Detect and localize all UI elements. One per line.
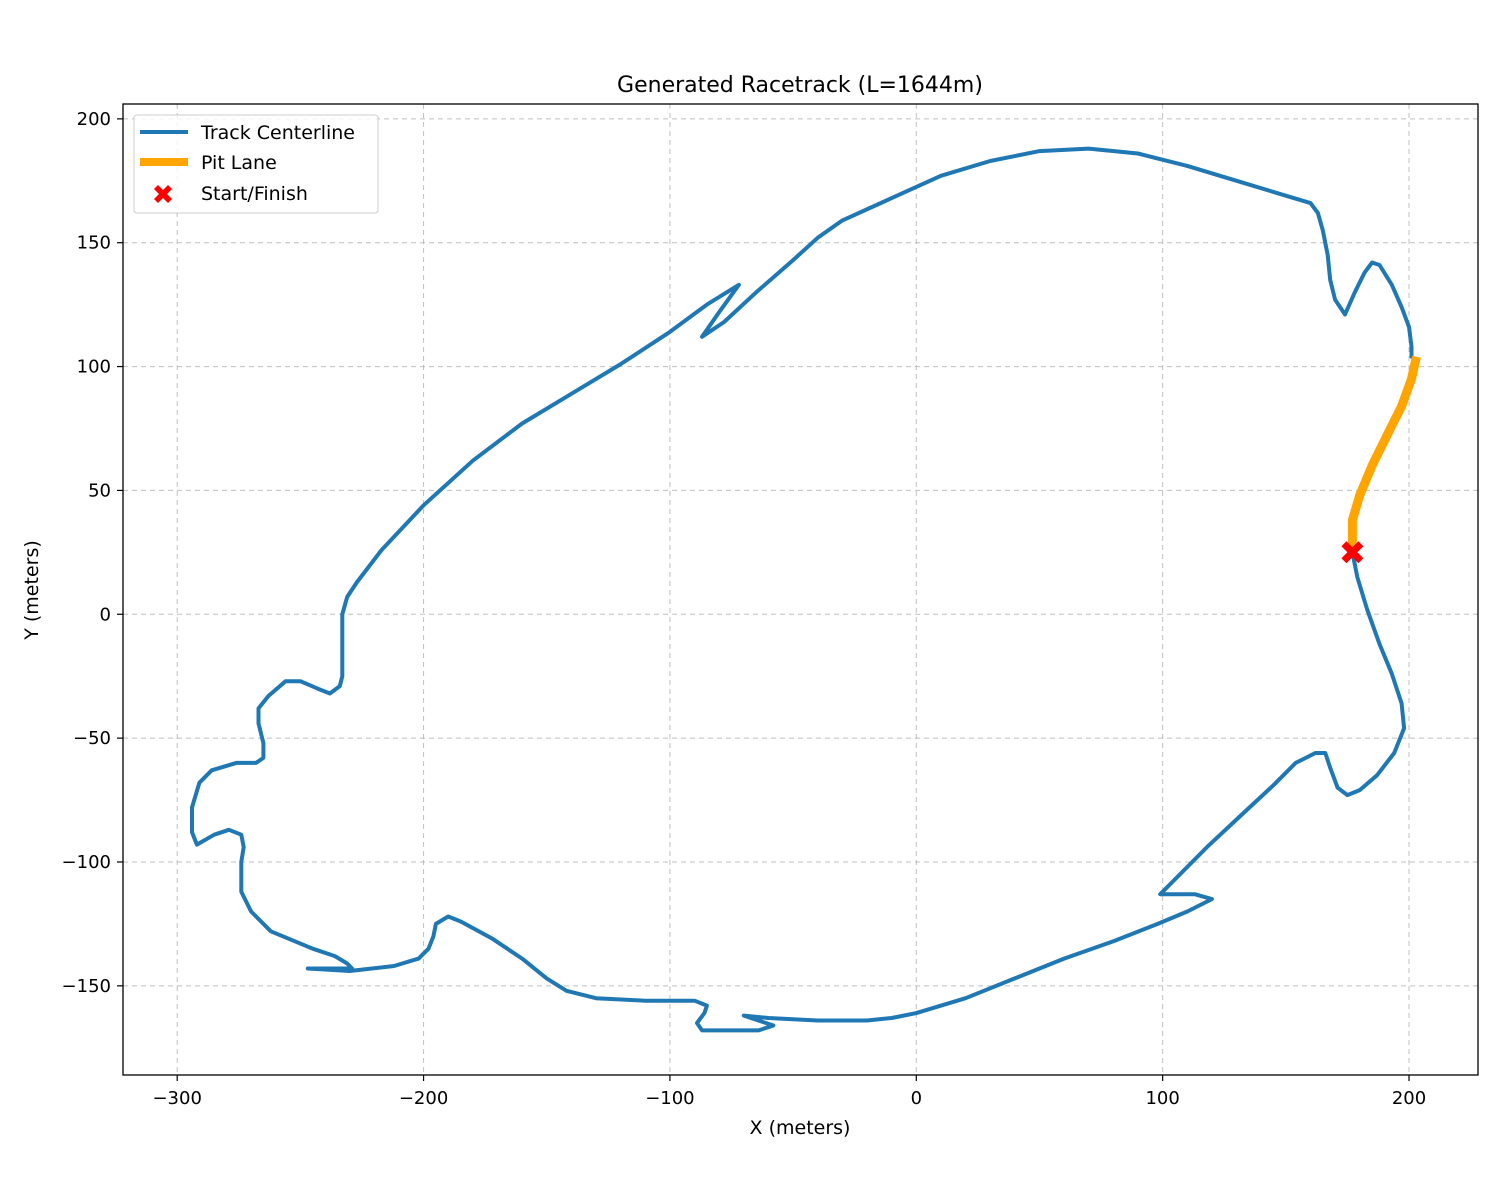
x-tick-label: 200 (1392, 1088, 1426, 1109)
legend-track-label: Track Centerline (200, 122, 355, 144)
y-tick-label: 200 (77, 109, 111, 130)
legend: Track Centerline Pit Lane Start/Finish (133, 114, 379, 214)
x-axis: −300 −200 −100 0 100 200 (152, 1075, 1426, 1109)
x-tick-label: 0 (911, 1088, 922, 1109)
y-axis: −150 −100 −50 0 50 100 150 200 (62, 109, 123, 997)
pit-lane-line (1347, 355, 1421, 553)
y-tick-label: 100 (77, 357, 111, 378)
y-tick-label: −150 (62, 976, 111, 997)
x-axis-label: X (meters) (750, 1117, 851, 1139)
track-centerline-line (190, 146, 1414, 1033)
x-tick-label: 100 (1145, 1088, 1179, 1109)
start-finish-marker (1341, 541, 1364, 564)
legend-start-label: Start/Finish (201, 183, 308, 205)
x-tick-label: −300 (152, 1088, 201, 1109)
x-tick-label: −200 (399, 1088, 448, 1109)
y-tick-label: −100 (62, 852, 111, 873)
y-tick-label: 50 (88, 480, 111, 501)
y-axis-label: Y (meters) (21, 540, 43, 641)
axes-frame (122, 103, 1479, 1076)
grid (123, 104, 1478, 1075)
y-tick-label: −50 (73, 728, 111, 749)
y-tick-label: 0 (100, 604, 111, 625)
legend-box (133, 114, 379, 214)
plot-area (190, 146, 1421, 1033)
x-tick-label: −100 (645, 1088, 694, 1109)
y-tick-label: 150 (77, 233, 111, 254)
legend-start-marker (154, 185, 172, 203)
legend-pit-label: Pit Lane (201, 152, 277, 174)
chart-title: Generated Racetrack (L=1644m) (617, 73, 983, 98)
